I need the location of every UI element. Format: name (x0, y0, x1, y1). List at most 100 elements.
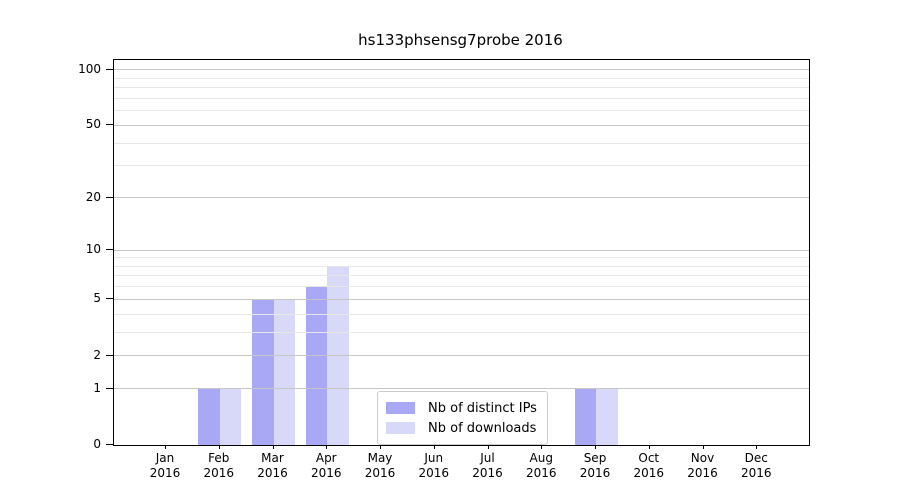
gridline-minor (114, 313, 809, 315)
x-axis-tick-label: Nov 2016 (675, 451, 731, 481)
y-axis-tick-label: 10 (85, 242, 101, 257)
x-axis-tick-label: Jan 2016 (137, 451, 193, 481)
x-tick-month: Feb (208, 451, 230, 465)
y-axis-tick-label: 1 (93, 380, 101, 395)
gridline-minor (114, 286, 809, 288)
x-axis-tick (595, 445, 596, 449)
y-axis-tick (106, 124, 113, 126)
gridline-minor (114, 87, 809, 89)
x-axis-tick (756, 445, 758, 449)
x-tick-month: Jul (480, 451, 495, 465)
x-tick-year: 2016 (740, 466, 772, 480)
gridline-minor (114, 275, 809, 277)
gridline-major (114, 197, 809, 198)
x-axis-tick (165, 445, 166, 449)
gridline-minor (114, 142, 809, 144)
gridline-major (114, 355, 809, 357)
bar-downloads (273, 299, 295, 445)
x-tick-month: Aug (529, 451, 553, 465)
gridline-minor (114, 331, 809, 333)
x-tick-month: Sep (583, 451, 607, 465)
x-tick-month: Oct (638, 451, 660, 465)
y-axis-tick-label: 100 (78, 61, 101, 76)
bar-distinct-ips (252, 299, 274, 445)
x-axis-tick (648, 445, 650, 449)
bar-distinct-ips (198, 388, 220, 445)
x-axis-tick (218, 445, 220, 449)
gridline-minor (114, 257, 809, 259)
x-axis-tick-label: Dec 2016 (728, 451, 784, 481)
x-tick-year: 2016 (310, 466, 342, 480)
y-axis-tick (106, 354, 113, 356)
y-axis-tick (106, 249, 113, 251)
gridline-minor (114, 110, 809, 112)
x-axis-tick (433, 445, 435, 449)
x-tick-year: 2016 (579, 466, 611, 480)
y-axis-tick-label: 5 (93, 291, 101, 306)
legend-label: Nb of distinct IPs (428, 400, 537, 416)
x-tick-year: 2016 (633, 466, 665, 480)
y-axis-tick-label: 0 (93, 437, 101, 451)
legend-swatch (386, 402, 415, 414)
plot-area (113, 59, 810, 446)
x-axis-tick-label: May 2016 (352, 451, 408, 481)
bar-downloads (219, 388, 242, 445)
bar-distinct-ips (574, 388, 596, 445)
x-tick-year: 2016 (418, 466, 450, 480)
gridline-major (114, 69, 809, 71)
x-axis-tick (272, 445, 274, 449)
gridline-minor (114, 165, 809, 167)
x-axis-tick (541, 445, 543, 449)
x-tick-year: 2016 (364, 466, 396, 480)
gridline-minor (114, 77, 809, 79)
x-axis-tick (326, 445, 328, 449)
y-axis-tick-label: 20 (85, 189, 101, 204)
x-axis-tick-label: Feb 2016 (191, 451, 247, 481)
gridline-minor (114, 265, 809, 267)
y-axis-tick (106, 298, 113, 300)
legend-label: Nb of downloads (428, 420, 537, 436)
legend-item: Nb of distinct IPs (386, 398, 537, 418)
y-axis-tick-label: 2 (93, 347, 101, 362)
legend-item: Nb of downloads (386, 418, 537, 438)
x-tick-year: 2016 (687, 466, 718, 480)
x-tick-month: Jun (424, 451, 444, 465)
x-tick-month: Mar (261, 451, 284, 465)
x-axis-tick-label: Oct 2016 (621, 451, 677, 481)
legend-swatch (386, 422, 415, 434)
x-tick-year: 2016 (257, 466, 288, 480)
x-axis-tick-label: Mar 2016 (245, 451, 301, 481)
bar-distinct-ips (305, 286, 328, 445)
x-axis-tick-label: Jun 2016 (406, 451, 462, 481)
x-tick-month: May (367, 451, 393, 465)
x-tick-month: Apr (315, 451, 337, 465)
gridline-major (114, 124, 809, 126)
y-axis-tick (106, 196, 113, 198)
x-axis-tick (487, 445, 489, 449)
bar-downloads (596, 388, 618, 445)
x-tick-year: 2016 (149, 466, 181, 480)
x-tick-month: Nov (690, 451, 715, 465)
gridline-major (114, 298, 809, 300)
x-tick-month: Dec (744, 451, 768, 465)
x-axis-tick-label: Sep 2016 (567, 451, 623, 481)
x-tick-year: 2016 (525, 466, 557, 480)
y-axis-tick (106, 444, 113, 445)
y-axis-tick (106, 68, 113, 70)
y-axis-tick (106, 387, 113, 389)
x-tick-year: 2016 (472, 466, 503, 480)
y-axis-tick-label: 50 (85, 117, 101, 132)
x-axis-tick (380, 445, 381, 449)
x-axis-tick (702, 445, 704, 449)
x-axis-tick-label: Apr 2016 (298, 451, 354, 481)
gridline-major (114, 249, 809, 251)
x-tick-month: Jan (155, 451, 175, 465)
x-tick-year: 2016 (203, 466, 235, 480)
chart-title: hs133phsensg7probe 2016 (358, 31, 563, 49)
gridline-major (114, 388, 809, 390)
x-axis-tick-label: Jul 2016 (460, 451, 516, 481)
legend: Nb of distinct IPs Nb of downloads (377, 391, 548, 445)
gridline-minor (114, 97, 809, 99)
x-axis-tick-label: Aug 2016 (513, 451, 569, 481)
